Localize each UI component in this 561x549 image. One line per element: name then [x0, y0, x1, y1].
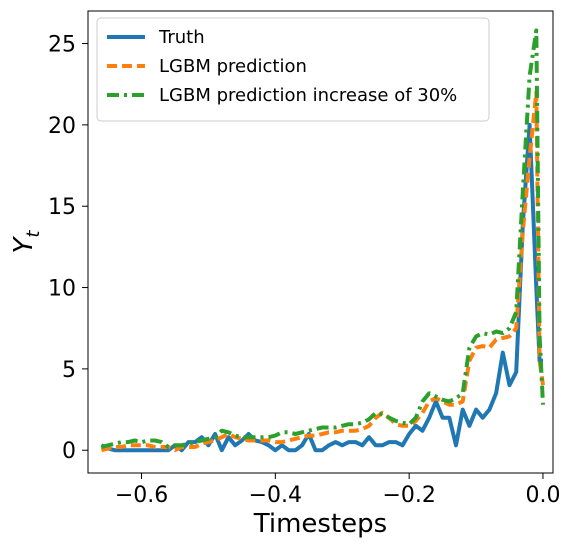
legend-box: [96, 17, 490, 122]
plot-frame: [87, 10, 554, 474]
y-axis-label-subscript: t: [23, 230, 44, 238]
legend-label: Truth: [158, 27, 205, 48]
legend-label: LGBM prediction increase of 30%: [159, 85, 457, 106]
x-tick-label: −0.4: [249, 483, 302, 508]
x-tick-label: −0.2: [382, 483, 435, 508]
x-tick-label: −0.6: [115, 483, 168, 508]
y-tick-label: 25: [48, 33, 76, 58]
legend-label: LGBM prediction: [159, 56, 307, 77]
y-axis-label: Yt: [9, 230, 44, 254]
y-tick-label: 15: [48, 195, 76, 220]
legend: Truth LGBM prediction LGBM prediction incr…: [96, 17, 490, 122]
x-axis-label: Timesteps: [253, 509, 387, 539]
x-axis: −0.6 −0.4 −0.2 0.0: [115, 473, 560, 508]
y-tick-label: 20: [48, 114, 76, 139]
y-axis: 0 5 10 15 20 25: [48, 33, 88, 464]
series-line-2: [100, 90, 545, 453]
y-tick-label: 10: [48, 277, 76, 302]
x-tick-label: 0.0: [525, 483, 560, 508]
series-line-3: [100, 28, 545, 449]
y-tick-label: 0: [62, 439, 76, 464]
y-tick-label: 5: [62, 358, 76, 383]
y-axis-label-main: Y: [9, 235, 39, 253]
series-layer: [100, 28, 545, 453]
